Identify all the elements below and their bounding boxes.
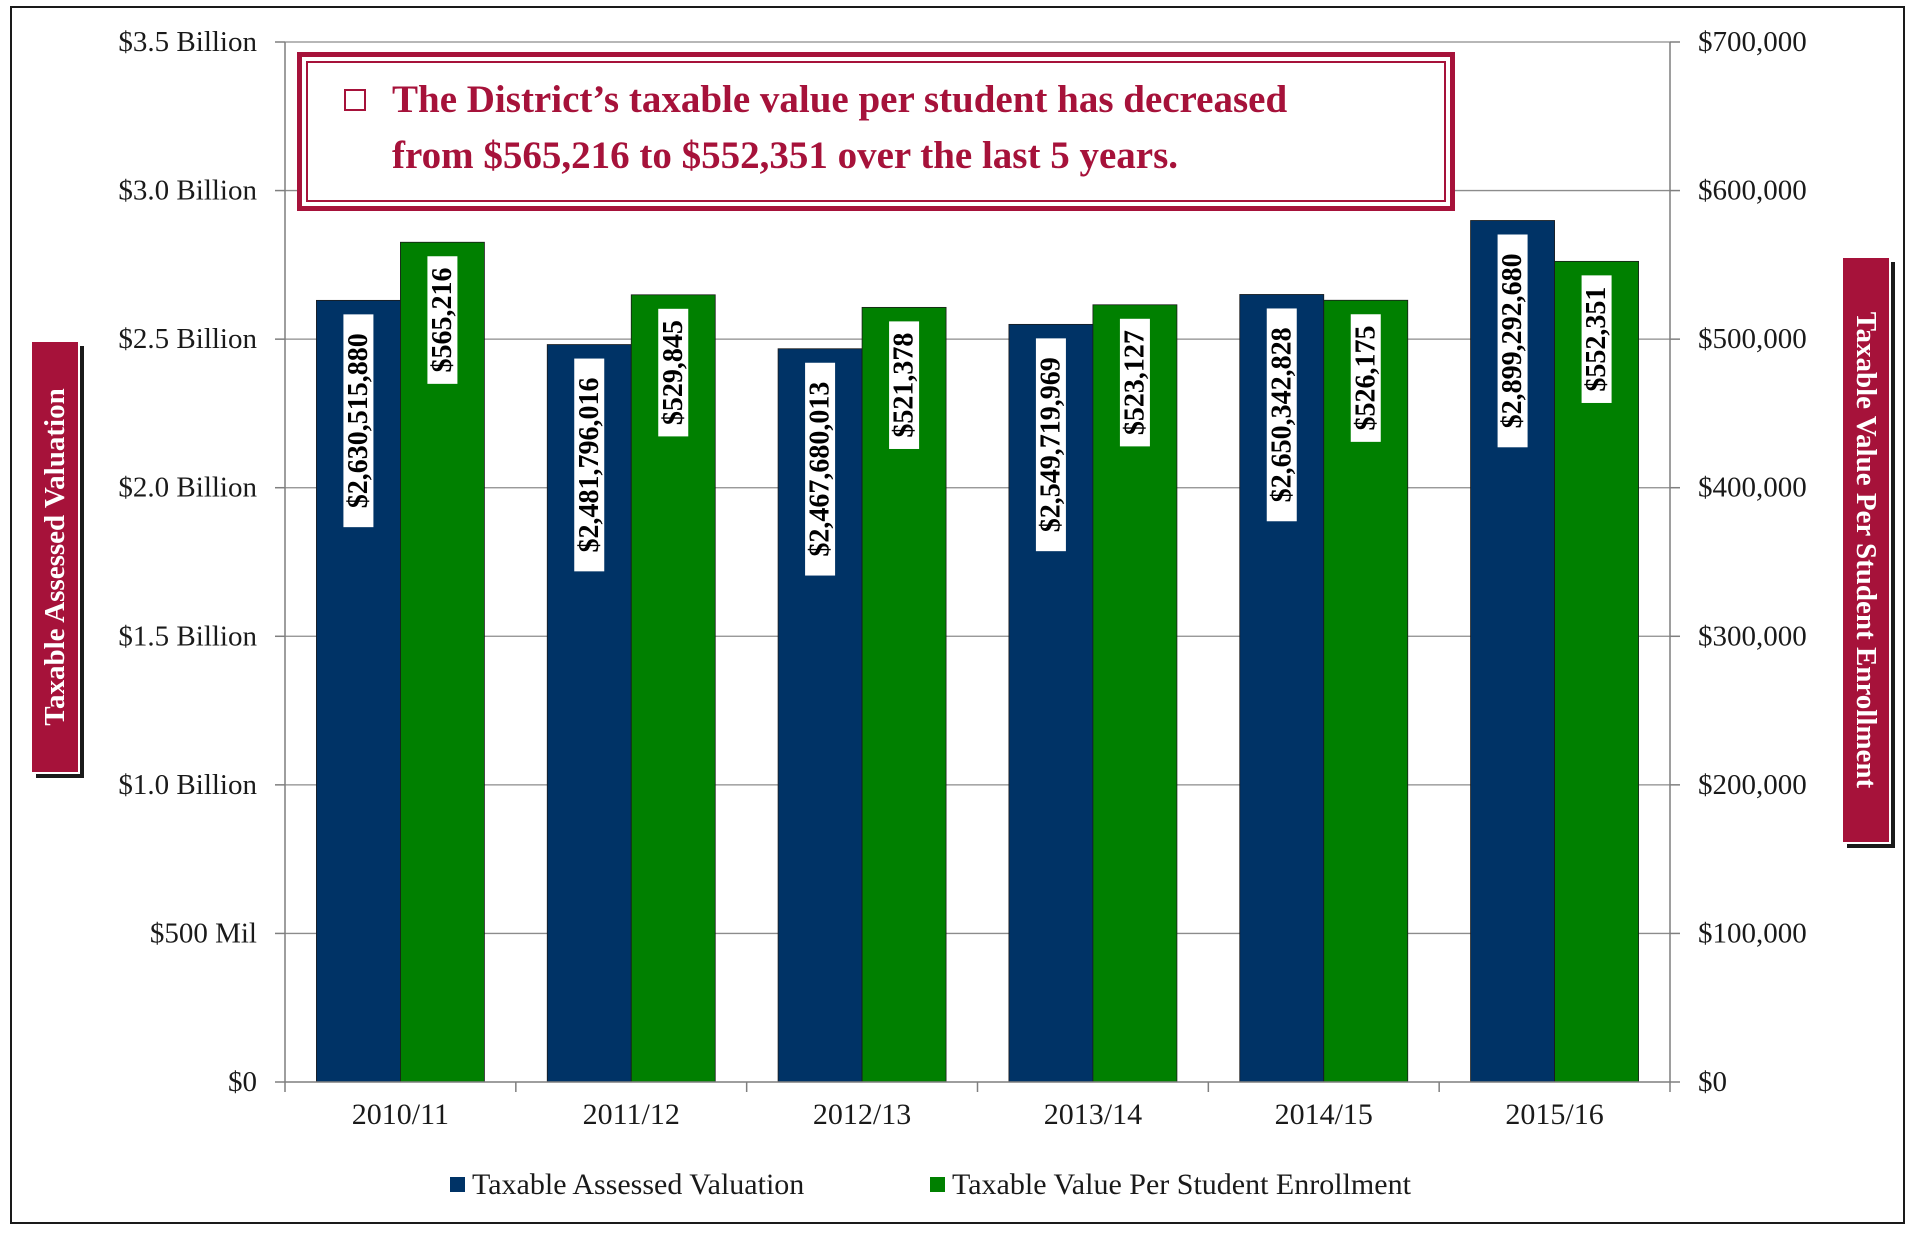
per-student-data-label: $526,175 [1350,326,1381,431]
per-student-data-label: $529,845 [658,320,689,425]
per-student-data-label: $523,127 [1119,330,1150,435]
left-tick-label: $0 [228,1066,257,1098]
right-tick-label: $500,000 [1698,323,1807,355]
right-axis-title: Taxable Value Per Student Enrollment [1841,256,1895,848]
per-student-data-label: $565,216 [427,268,458,373]
right-axis-ticks: $0 $100,000 $200,000 $300,000 $400,000 $500,0… [1698,26,1807,1098]
right-tick-label: $700,000 [1698,26,1807,58]
right-tick-label: $300,000 [1698,620,1807,652]
left-tick-label: $3.0 Billion [118,175,257,207]
category-label: 2012/13 [813,1098,911,1131]
category-label: 2013/14 [1044,1098,1142,1131]
legend: Taxable Assessed Valuation Taxable Value… [450,1168,1412,1201]
left-tick-label: $3.5 Billion [118,26,257,58]
left-axis-title: Taxable Assessed Valuation [30,340,84,778]
per-student-data-label: $552,351 [1581,287,1612,392]
category-label: 2011/12 [583,1098,680,1131]
data-label-box [1119,318,1150,447]
left-tick-label: $1.0 Billion [118,769,257,801]
left-tick-label: $1.5 Billion [118,620,257,652]
valuation-data-label: $2,630,515,880 [343,333,374,508]
category-label: 2014/15 [1275,1098,1373,1131]
callout-text-line-2: from $565,216 to $552,351 over the last … [392,134,1179,177]
valuation-data-label: $2,549,719,969 [1035,357,1066,532]
data-label-box [1581,275,1612,403]
valuation-data-label: $2,467,680,013 [805,382,836,557]
right-axis-title-text: Taxable Value Per Student Enrollment [1850,312,1882,789]
right-tick-label: $200,000 [1698,769,1807,801]
legend-swatch-valuation [450,1177,465,1192]
data-label-box [343,314,374,528]
data-label-box [1497,234,1528,448]
axes [275,41,1680,1092]
left-axis-title-text: Taxable Assessed Valuation [39,388,71,725]
category-labels: 2010/11 2011/12 2012/13 2013/14 2014/15 2015/… [352,1098,1604,1131]
left-tick-label: $2.5 Billion [118,323,257,355]
valuation-data-label: $2,481,796,016 [574,377,605,552]
right-tick-label: $400,000 [1698,472,1807,504]
right-tick-label: $600,000 [1698,175,1807,207]
right-tick-label: $100,000 [1698,917,1807,949]
data-label-box [574,358,605,572]
valuation-data-label: $2,650,342,828 [1266,327,1297,502]
legend-label-valuation: Taxable Assessed Valuation [472,1168,804,1201]
left-tick-label: $2.0 Billion [118,472,257,504]
data-labels: $2,630,515,880 $2,481,796,016 $2,467,680,0… [343,234,1612,576]
category-label: 2015/16 [1505,1098,1603,1131]
left-tick-label: $500 Mil [150,917,257,949]
data-label-box [1350,314,1381,442]
callout-text-line-1: The District’s taxable value per student… [392,78,1288,121]
category-label: 2010/11 [352,1098,449,1131]
callout-box: The District’s taxable value per student… [297,52,1455,211]
legend-label-per-student: Taxable Value Per Student Enrollment [952,1168,1412,1201]
right-tick-label: $0 [1698,1066,1727,1098]
left-axis-ticks: $0 $500 Mil $1.0 Billion $1.5 Billion $2.0 B… [118,26,257,1098]
bars [316,220,1639,1083]
valuation-data-label: $2,899,292,680 [1497,253,1528,428]
data-label-box [805,362,836,576]
data-label-box [427,256,458,384]
data-label-box [658,308,689,437]
data-label-box [889,321,920,449]
data-label-box [1035,338,1066,552]
legend-swatch-per-student [930,1177,945,1192]
checkbox-bullet-icon [344,89,366,111]
callout-inner-border [306,61,1446,202]
data-label-box [1266,308,1297,522]
per-student-data-label: $521,378 [889,333,920,438]
